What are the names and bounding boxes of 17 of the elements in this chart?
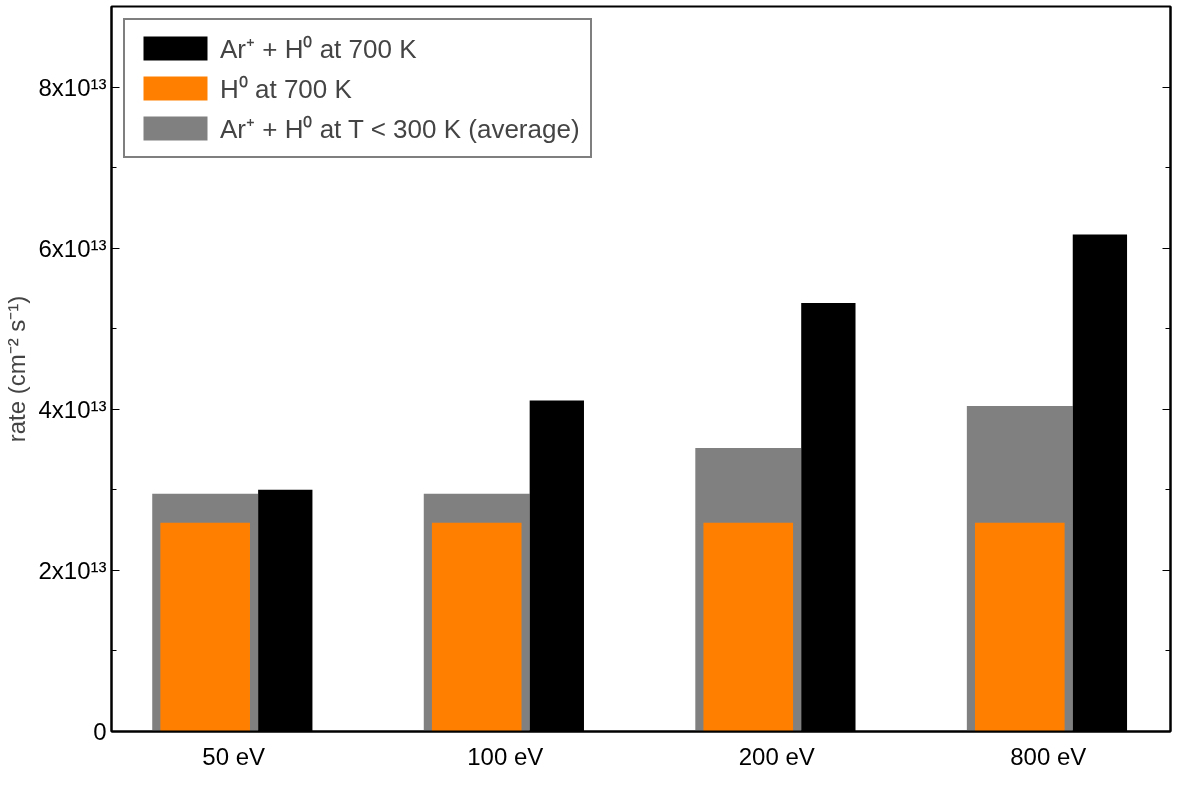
x-tick-label: 800 eV [1010, 742, 1087, 770]
x-tick-label: 200 eV [738, 742, 815, 770]
bar [160, 522, 250, 732]
bar [974, 522, 1065, 732]
legend-label: H⁰ at 700 K [220, 73, 352, 106]
y-tick-label: 8x10¹³ [38, 73, 107, 101]
x-tick-label: 50 eV [202, 742, 266, 770]
x-tick-label: 100 eV [467, 742, 544, 770]
y-tick-label: 6x10¹³ [38, 234, 107, 262]
bar [703, 522, 794, 732]
legend-label: Ar⁺ + H⁰ at T < 300 K (average) [220, 113, 580, 146]
legend-label: Ar⁺ + H⁰ at 700 K [220, 33, 417, 66]
y-tick-label: 4x10¹³ [38, 395, 107, 423]
bar [431, 522, 522, 732]
y-tick-label: 0 [93, 718, 107, 745]
y-tick-label: 2x10¹³ [38, 556, 107, 584]
y-axis-title: rate (cm⁻² s⁻¹) [3, 295, 31, 443]
